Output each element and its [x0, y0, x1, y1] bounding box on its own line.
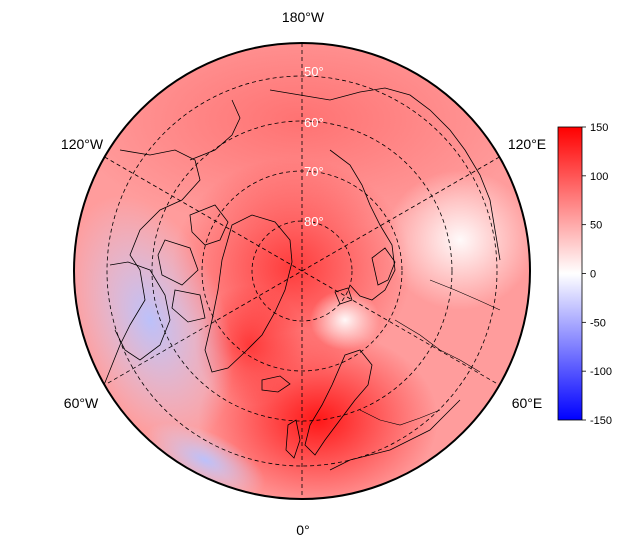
- lat-label-80: 80°: [304, 214, 324, 229]
- colorbar: 150 100 50 0 -50 -100 -150: [557, 122, 612, 427]
- siberia-coastline: [269, 87, 501, 261]
- lat-circle-50: [106, 75, 498, 467]
- lat-label-60: 60°: [304, 115, 324, 130]
- lon-label-upper-left: 120°W: [61, 136, 104, 152]
- colorbar-tick-label: 100: [590, 171, 608, 183]
- lon-label-top: 180°W: [282, 9, 325, 25]
- scandinavia-coastline: [304, 349, 373, 456]
- lon-label-bottom: 0°: [296, 522, 309, 538]
- uk-coastline: [285, 419, 301, 459]
- hudson-bay-coastline: [109, 261, 171, 361]
- colorbar-gradient: [557, 126, 583, 421]
- meridian-120e-60w: [104, 156, 500, 386]
- lat-circle-80: [251, 220, 353, 322]
- lat-circle-60: [151, 120, 453, 422]
- colorbar-ticks: 150 100 50 0 -50 -100 -150: [582, 122, 612, 427]
- iceland-coastline: [261, 375, 291, 393]
- map-boundary: [73, 42, 531, 500]
- field-siberia-neutral: [385, 170, 530, 310]
- lon-label-lower-right: 60°E: [512, 395, 543, 411]
- colorbar-tick-label: 0: [590, 269, 596, 281]
- lat-label-70: 70°: [304, 164, 324, 179]
- lat-label-50: 50°: [304, 64, 324, 79]
- colorbar-tick-label: -100: [590, 366, 612, 378]
- colorbar-tick-label: -50: [590, 317, 606, 329]
- canadian-archipelago-coastline: [157, 204, 229, 323]
- colorbar-tick-label: -150: [590, 415, 612, 427]
- graticule: [104, 43, 500, 499]
- country-borders: [359, 279, 501, 426]
- field-atlantic-minimum: [144, 422, 266, 498]
- colorbar-tick-label: 150: [590, 122, 608, 134]
- north-america-coastline: [94, 149, 201, 421]
- colorbar-tick-label: 50: [590, 220, 602, 232]
- lon-label-lower-left: 60°W: [64, 395, 99, 411]
- arctic-islands-coastline: [334, 247, 396, 305]
- alaska-coastline: [189, 99, 241, 161]
- russia-arctic-coastline: [329, 149, 396, 301]
- greenland-coastline: [204, 214, 293, 373]
- lon-label-upper-right: 120°E: [508, 136, 546, 152]
- field-barents-neutral: [310, 290, 380, 350]
- data-field: [74, 43, 530, 499]
